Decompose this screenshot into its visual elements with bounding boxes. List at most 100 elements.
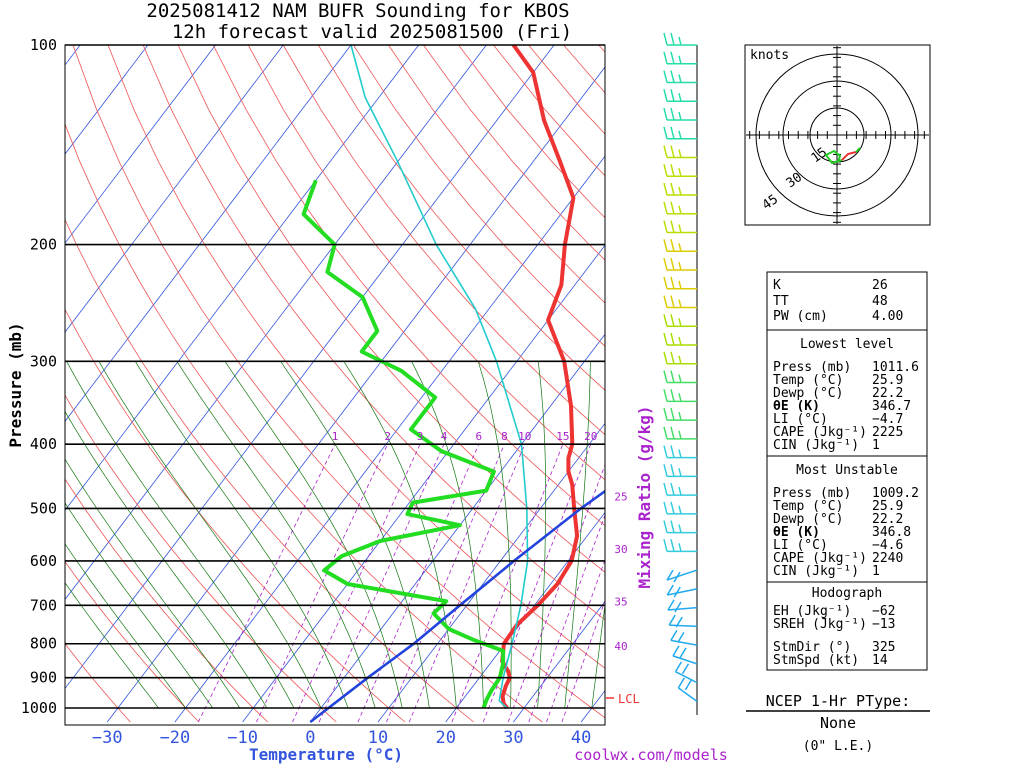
wind-barb-flag	[678, 243, 682, 252]
wind-barb-flag	[675, 616, 683, 628]
mixing-ratio-line	[507, 463, 605, 723]
temperature-tick-label: 40	[571, 728, 591, 748]
moist-adiabat-line	[66, 361, 295, 709]
wind-barbs	[663, 32, 698, 702]
wind-barb-flag	[670, 257, 675, 271]
hodograph: knots 15 30 45	[744, 44, 931, 226]
moist-adiabat-line	[343, 361, 457, 709]
wind-barb-flag	[674, 661, 683, 673]
indices-frame	[766, 271, 928, 671]
wind-barb-flag	[663, 89, 668, 102]
index-label: Temp (°C)	[773, 373, 843, 388]
pressure-labels: 100 200 300 400 500 600 700 800 900 1000	[21, 36, 57, 717]
wind-barb-flag	[678, 486, 682, 496]
isotherm-line	[377, 422, 605, 723]
wind-barb-flag	[663, 407, 668, 421]
wind-barb	[667, 606, 698, 611]
index-value: 325	[872, 640, 895, 655]
moist-adiabat-line	[224, 361, 403, 709]
pressure-label: 400	[30, 435, 57, 453]
moist-adiabat-line	[280, 361, 430, 709]
wind-barb-flag	[663, 70, 668, 83]
isotherm-line	[106, 66, 605, 723]
dry-adiabat-line	[282, 45, 605, 436]
wind-barb-flag	[670, 332, 675, 346]
index-label: SREH (Jkg⁻¹)	[773, 617, 867, 632]
moist-adiabat-line	[65, 582, 159, 709]
wind-barb-flag	[670, 32, 675, 46]
moist-adiabat-line	[176, 361, 376, 709]
wind-barb-flag	[670, 164, 675, 177]
index-label: Press (mb)	[773, 360, 851, 375]
wind-barb-flag	[678, 299, 682, 308]
wind-barb-flag	[673, 586, 681, 598]
dry-adiabat-line	[65, 561, 200, 723]
index-value: 25.9	[872, 373, 903, 388]
wind-barb-flag	[677, 677, 685, 689]
temperature-tick-labels: −30 −20 −10 0 10 20 30 40	[92, 728, 592, 748]
wind-barb-flag	[678, 168, 682, 177]
wind-barb-flag	[677, 631, 685, 643]
wind-barb-flag	[678, 280, 682, 289]
mixing-ratio-line	[561, 599, 605, 723]
mixing-ratio-line	[318, 444, 445, 723]
mixing-ratio-label: 20	[584, 430, 597, 443]
index-label: Dewp (°C)	[773, 512, 843, 527]
hodograph-trace-high	[855, 147, 861, 153]
index-label: StmSpd (kt)	[773, 653, 859, 668]
index-label: θE (K)	[773, 525, 820, 540]
mixing-ratio-line	[357, 444, 480, 723]
wind-barb-flag	[678, 261, 682, 271]
wind-barb-flag	[663, 182, 668, 196]
lowest-level-header: Lowest level	[800, 337, 894, 352]
x-axis-title: Temperature (°C)	[249, 745, 403, 764]
mixing-ratio-line	[256, 443, 389, 723]
isotherm-line	[174, 155, 605, 723]
wind-barb-flag	[678, 74, 682, 83]
isotherm-line	[65, 45, 284, 333]
wind-barb-flag	[663, 107, 668, 121]
y-axis-title: Pressure (mb)	[6, 322, 25, 447]
index-value: 2240	[872, 551, 903, 566]
mixing-ratio-line	[292, 443, 421, 723]
index-value: −4.6	[872, 538, 903, 553]
index-label: K	[773, 278, 781, 293]
chart-title: 2025081412 NAM BUFR Sounding for KBOS	[146, 0, 569, 22]
wind-barb-flag	[678, 449, 682, 458]
dry-adiabat-line	[72, 45, 605, 719]
wind-barb-flag	[670, 370, 675, 383]
hodograph-ring-label-30: 30	[784, 170, 805, 191]
wind-barb-flag	[678, 55, 682, 64]
wind-barb-flag	[670, 351, 675, 364]
dry-adiabat-line	[352, 45, 605, 347]
wind-barb-flag	[663, 51, 668, 64]
profile-lines	[301, 45, 605, 724]
wind-barb-flag	[678, 93, 682, 102]
wind-barb-flag	[666, 569, 674, 581]
index-label: CAPE (Jkg⁻¹)	[773, 551, 867, 566]
hodograph-header: Hodograph	[812, 586, 882, 601]
isotherm-line	[65, 45, 419, 512]
mixing-ratio-side-label: 25	[614, 490, 627, 503]
hodograph-trace-mid	[841, 151, 857, 161]
wind-barb-flag	[668, 614, 676, 626]
index-label: Dewp (°C)	[773, 386, 843, 401]
index-label: Temp (°C)	[773, 499, 843, 514]
temperature-tick-label: −30	[92, 728, 123, 748]
index-label: LI (°C)	[773, 538, 828, 553]
series-line-parcel	[350, 45, 529, 709]
wind-barb-flag	[663, 426, 668, 440]
wind-barb-flag	[670, 201, 675, 214]
isotherm-line	[513, 600, 605, 723]
index-label: CAPE (Jkg⁻¹)	[773, 425, 867, 440]
wind-barb-flag	[670, 145, 675, 158]
most-unstable-header: Most Unstable	[796, 463, 898, 478]
wind-barb-flag	[678, 505, 682, 515]
stability-indices-panel: K 26 TT 48 PW (cm) 4.00 Lowest level Pre…	[766, 271, 928, 671]
mixing-ratio-label: 2	[384, 430, 391, 443]
wind-barb-flag	[663, 164, 668, 177]
pressure-label: 300	[30, 352, 57, 370]
wind-barb-flag	[663, 257, 668, 271]
wind-barb-flag	[678, 524, 682, 533]
wind-barb-flag	[679, 647, 687, 659]
